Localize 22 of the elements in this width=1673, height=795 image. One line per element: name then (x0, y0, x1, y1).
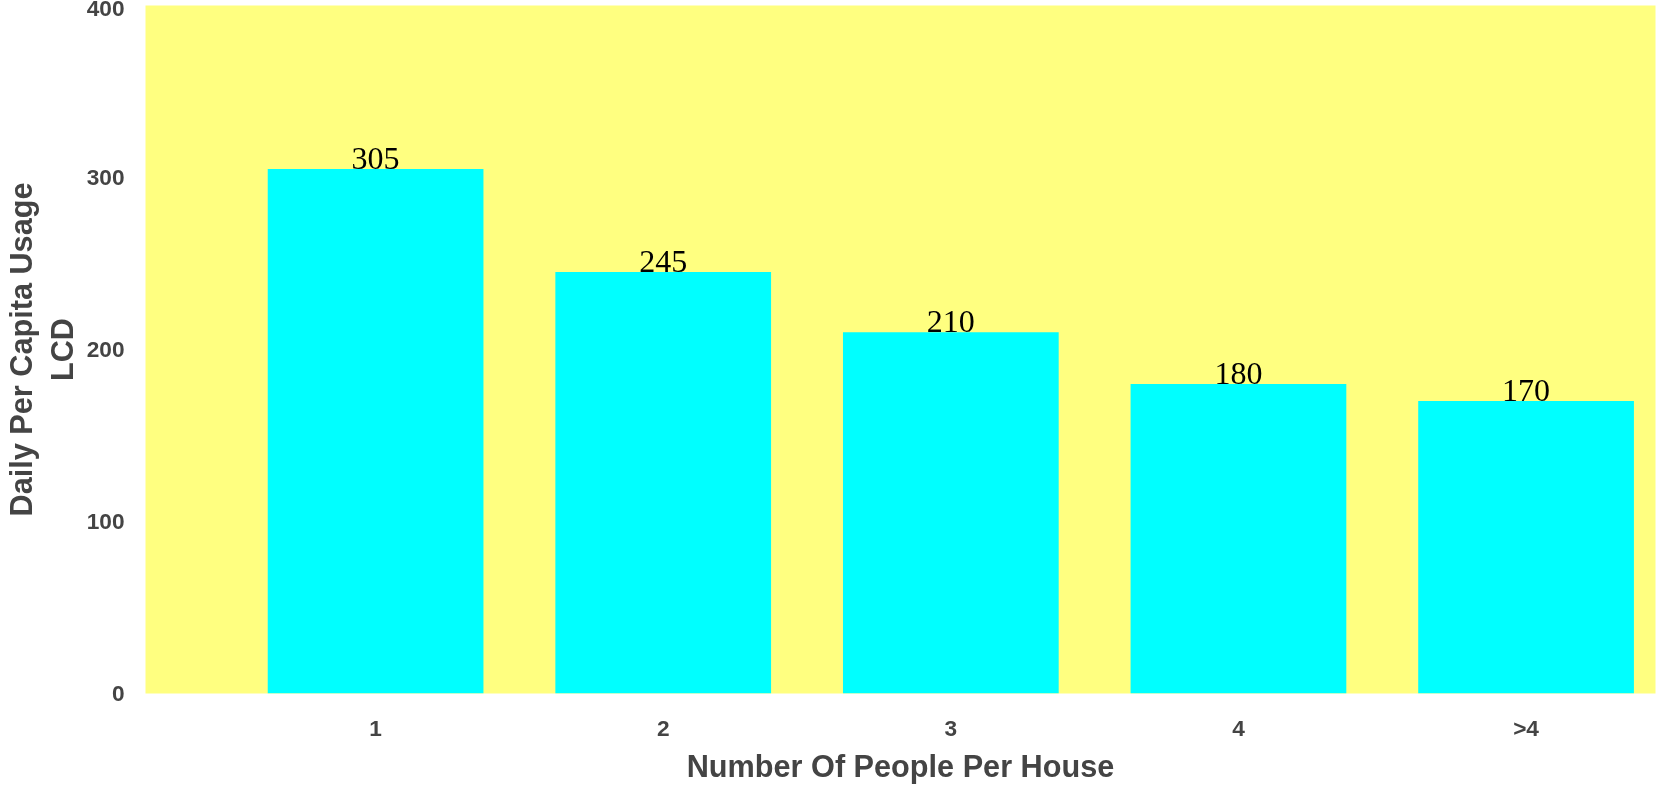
y-axis-title: Daily Per Capita Usage LCD (3, 182, 79, 517)
y-tick-label: 400 (86, 0, 125, 21)
bar (842, 332, 1059, 694)
bar (555, 272, 772, 694)
data-label: 210 (926, 303, 975, 340)
data-label: 305 (351, 139, 400, 176)
bar (267, 168, 484, 694)
x-tick-label: 3 (944, 714, 958, 741)
x-tick-label: 2 (656, 714, 670, 741)
bar (1418, 401, 1634, 694)
data-label: 245 (639, 243, 688, 280)
y-tick-label: 200 (86, 336, 125, 362)
x-axis-title: Number Of People Per House (686, 748, 1115, 784)
x-tick-label: >4 (1513, 714, 1540, 741)
data-label: 170 (1502, 372, 1551, 409)
data-label: 180 (1214, 354, 1263, 391)
y-tick-label: 0 (111, 680, 125, 706)
y-tick-label: 300 (86, 164, 125, 190)
y-tick-label: 100 (86, 508, 125, 534)
x-tick-label: 4 (1232, 714, 1246, 741)
bar (1130, 383, 1347, 694)
x-tick-label: 1 (369, 714, 382, 741)
